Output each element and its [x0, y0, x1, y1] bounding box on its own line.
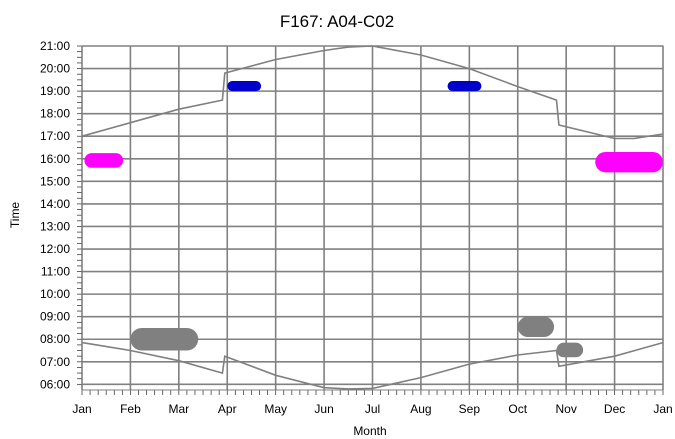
event-blob — [556, 342, 584, 358]
x-tick-label: Jun — [314, 402, 333, 416]
x-tick-label: Jan — [72, 402, 91, 416]
x-tick-label: Jan — [653, 402, 672, 416]
y-tick-label: 14:00 — [40, 197, 70, 211]
chart-title: F167: A04-C02 — [280, 12, 394, 31]
x-tick-label: Mar — [168, 402, 189, 416]
y-tick-label: 08:00 — [40, 332, 70, 346]
x-tick-label: Jul — [365, 402, 380, 416]
y-tick-label: 11:00 — [41, 265, 70, 279]
series — [81, 45, 664, 390]
y-tick-label: 17:00 — [40, 129, 70, 143]
y-tick-label: 15:00 — [40, 174, 70, 188]
sun-curve-line — [81, 341, 664, 390]
minor-ticks — [77, 45, 664, 395]
event-blob — [84, 153, 124, 168]
y-tick-label: 21:00 — [40, 39, 70, 53]
y-tick-label: 10:00 — [40, 287, 70, 301]
y-tick-label: 13:00 — [40, 219, 70, 233]
x-tick-label: Aug — [410, 402, 431, 416]
x-tick-label: Apr — [218, 402, 237, 416]
x-tick-labels: Jan Feb Mar Apr May Jun Jul Aug Sep Oct Nov Dec Jan — [72, 402, 672, 416]
y-tick-label: 16:00 — [40, 152, 70, 166]
y-tick-labels: 06:00 07:00 08:00 09:00 10:00 11:00 12:00 13:00… — [40, 39, 70, 391]
y-tick-label: 07:00 — [40, 355, 70, 369]
y-tick-label: 09:00 — [40, 310, 70, 324]
event-blob — [517, 316, 555, 337]
event-blob — [227, 80, 262, 92]
plot-frame — [81, 45, 664, 391]
y-tick-label: 18:00 — [40, 107, 70, 121]
x-tick-label: Dec — [604, 402, 625, 416]
x-tick-label: Oct — [508, 402, 527, 416]
y-tick-label: 20:00 — [40, 62, 70, 76]
x-tick-label: May — [264, 402, 287, 416]
x-tick-label: Nov — [555, 402, 576, 416]
y-axis-label: Time — [8, 202, 22, 229]
event-blob — [447, 80, 482, 92]
x-tick-label: Sep — [459, 402, 481, 416]
y-tick-label: 19:00 — [40, 84, 70, 98]
event-blob — [130, 327, 199, 351]
x-tick-label: Feb — [120, 402, 141, 416]
event-blob — [595, 152, 663, 173]
y-tick-label: 12:00 — [40, 242, 70, 256]
x-axis-label: Month — [353, 424, 386, 438]
y-tick-label: 06:00 — [40, 377, 70, 391]
